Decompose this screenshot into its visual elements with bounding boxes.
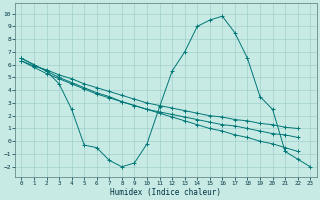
X-axis label: Humidex (Indice chaleur): Humidex (Indice chaleur) xyxy=(110,188,221,197)
